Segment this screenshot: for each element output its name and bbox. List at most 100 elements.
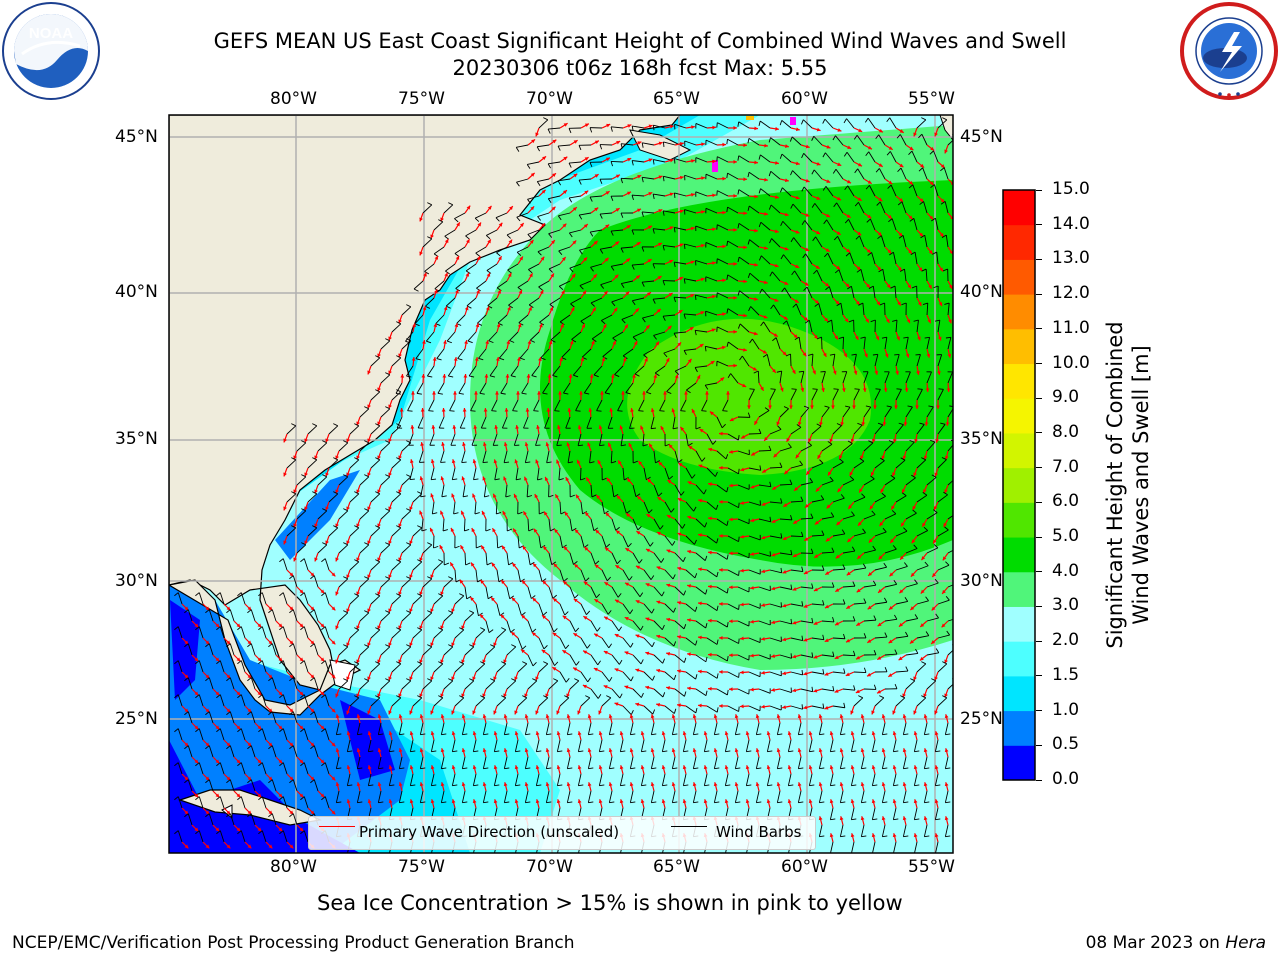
- wind-barb-flag: [842, 564, 846, 570]
- wind-barb-flag: [822, 152, 826, 158]
- wind-barb: [947, 618, 953, 622]
- wave-direction-arrowhead: [944, 659, 948, 664]
- wind-barb: [359, 680, 370, 690]
- wave-direction-arrowhead: [398, 557, 402, 562]
- wave-direction-arrowhead: [656, 531, 661, 536]
- wind-barb: [590, 518, 595, 531]
- wave-direction-arrowhead: [194, 623, 199, 628]
- wave-direction-arrowhead: [398, 625, 402, 630]
- wave-direction-arrowhead: [733, 262, 737, 266]
- wave-direction-arrowhead: [184, 742, 189, 747]
- wind-barb-flag: [726, 487, 729, 493]
- wind-barb: [685, 671, 696, 680]
- wind-barb-flag: [575, 410, 581, 412]
- wind-barb: [800, 688, 813, 693]
- wind-barb: [874, 354, 879, 367]
- wave-direction-arrowhead: [666, 583, 671, 588]
- wave-direction-arrowhead: [789, 405, 793, 409]
- wave-direction-arrowhead: [400, 374, 405, 378]
- wave-direction-arrowhead: [388, 540, 392, 545]
- wind-barb: [567, 450, 571, 463]
- wind-barb: [433, 697, 444, 707]
- wind-barb: [496, 535, 499, 549]
- wave-direction-arrowhead: [346, 472, 350, 477]
- wind-barb-flag: [863, 633, 867, 639]
- wind-barb-flag: [496, 512, 502, 515]
- wave-direction-arrowhead: [293, 489, 297, 494]
- wind-barb-flag: [631, 195, 634, 201]
- wind-barb: [412, 527, 423, 537]
- wave-direction-arrowhead: [430, 731, 435, 736]
- wind-barb-flag: [843, 633, 846, 639]
- wind-barb: [580, 535, 585, 548]
- wind-barb-flag: [790, 237, 794, 243]
- wind-barb: [579, 246, 592, 251]
- wave-direction-arrowhead: [466, 239, 470, 244]
- wind-barb: [292, 677, 298, 690]
- wind-barb: [458, 382, 466, 394]
- wind-barb: [517, 569, 521, 582]
- wind-barb-flag: [659, 525, 664, 530]
- wind-barb-flag: [934, 578, 939, 584]
- wave-direction-arrowhead: [660, 426, 665, 431]
- wave-direction-arrowhead: [388, 438, 392, 443]
- wind-barb: [884, 653, 897, 656]
- wind-barb-flag: [893, 579, 898, 585]
- wind-barb: [398, 756, 403, 769]
- wave-direction-arrowhead: [409, 506, 413, 511]
- wave-direction-arrowhead: [563, 546, 568, 551]
- wind-barb: [685, 535, 695, 545]
- wind-barb-flag: [515, 750, 521, 753]
- wave-direction-arrowhead: [346, 710, 350, 715]
- wave-direction-arrowhead: [946, 388, 951, 392]
- wind-barb: [760, 188, 771, 197]
- wind-barb: [632, 688, 642, 698]
- wave-direction-arrowhead: [774, 229, 779, 234]
- wind-barb: [563, 382, 571, 394]
- wind-barb-flag: [385, 542, 390, 546]
- wind-barb: [632, 263, 645, 266]
- wave-direction-arrowhead: [843, 353, 848, 358]
- wave-direction-arrowhead: [719, 704, 723, 708]
- wave-direction-arrowhead: [867, 605, 872, 610]
- wind-barb: [409, 773, 414, 786]
- wind-barb: [590, 586, 597, 598]
- wind-barb: [464, 646, 475, 656]
- wind-barb: [853, 496, 866, 503]
- wind-barb: [475, 603, 479, 616]
- wave-direction-arrowhead: [542, 580, 547, 585]
- wind-barb: [632, 654, 642, 665]
- wind-barb: [650, 416, 655, 429]
- wind-barb-flag: [279, 728, 284, 733]
- wave-direction-arrowhead: [729, 483, 733, 488]
- wind-barb-flag: [375, 695, 380, 699]
- wind-barb-flag: [674, 370, 680, 375]
- wind-barb: [240, 660, 246, 673]
- wind-barb: [661, 739, 666, 752]
- wave-direction-arrowhead: [432, 357, 437, 361]
- wind-barb: [695, 586, 706, 595]
- wind-barb-flag: [407, 410, 413, 412]
- wave-direction-arrowhead: [635, 634, 640, 638]
- wind-barb-flag: [465, 270, 471, 275]
- wind-barb: [826, 219, 834, 231]
- wave-direction-arrowhead: [648, 124, 653, 129]
- wave-direction-arrowhead: [821, 388, 825, 392]
- wind-barb-flag: [396, 525, 401, 529]
- wave-direction-arrowhead: [474, 357, 479, 361]
- wind-barb-flag: [406, 644, 411, 648]
- wind-barb: [537, 212, 550, 217]
- wind-barb: [282, 728, 288, 741]
- wind-barb-flag: [704, 346, 707, 352]
- wind-barb-flag: [301, 474, 306, 478]
- wind-barb-flag: [770, 388, 776, 390]
- wave-direction-arrowhead: [573, 173, 578, 178]
- wind-barb: [444, 229, 456, 237]
- wind-barb: [177, 728, 183, 741]
- wind-barb: [842, 406, 851, 418]
- wind-barb: [916, 494, 928, 503]
- wind-barb: [899, 134, 907, 146]
- wave-direction-arrowhead: [776, 714, 781, 719]
- wind-barb-flag: [833, 388, 839, 390]
- wind-barb: [779, 654, 792, 659]
